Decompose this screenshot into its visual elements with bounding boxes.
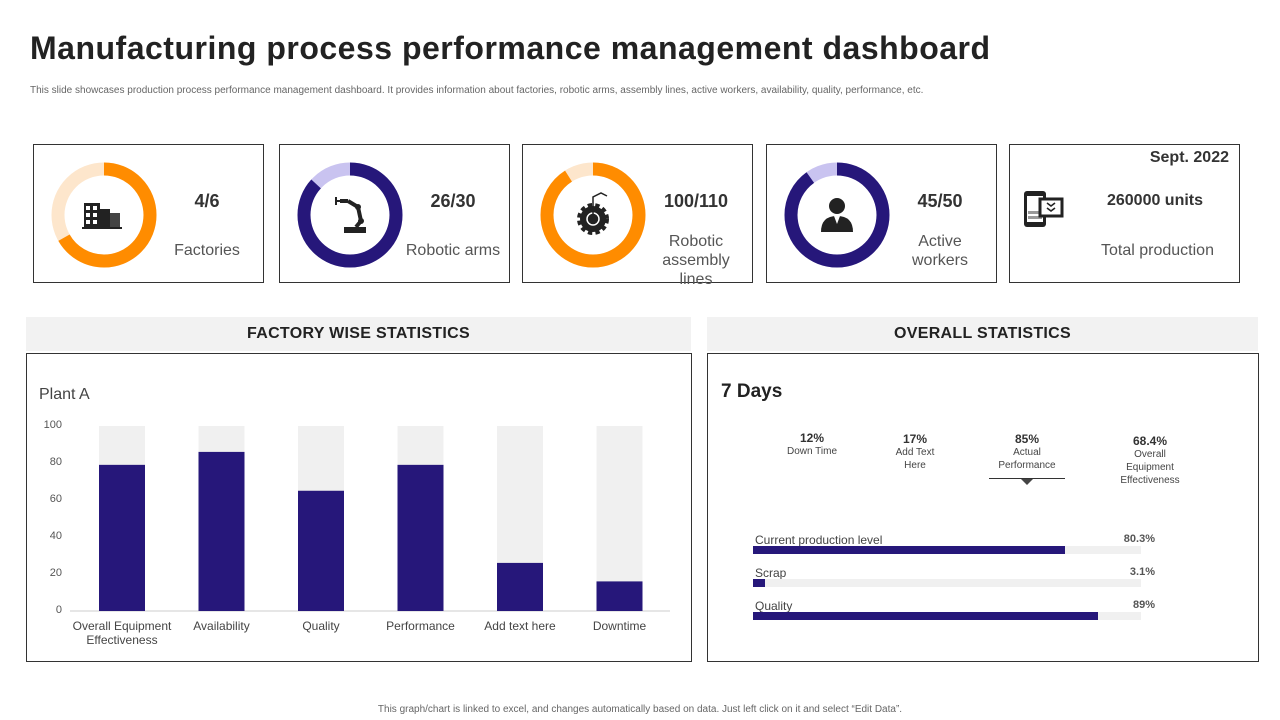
y-tick-label: 20 (49, 567, 62, 579)
progress-fill (753, 612, 1099, 620)
kpi-value: 4/6 (194, 191, 220, 211)
kpi-label: Robotic assembly lines (662, 233, 730, 288)
stat-label: Down Time (786, 446, 837, 457)
active-stat-underline (989, 478, 1065, 479)
kpi-card-1: 26/30 Robotic arms (279, 144, 510, 283)
bar-1 (198, 451, 245, 611)
progress-value: 80.3% (1123, 533, 1155, 545)
kpi-card-2: 100/110 Robotic assembly lines (522, 144, 753, 288)
bar-2 (298, 490, 344, 611)
gear-robot-icon (577, 192, 609, 235)
stat-item: 12% Down Time (757, 432, 867, 458)
tablet-download-icon (1024, 191, 1064, 227)
y-tick-label: 100 (43, 419, 62, 431)
stat-value: 12% (799, 431, 825, 445)
kpi-card-3: 45/50 Active workers (766, 144, 997, 283)
kpi-label: Factories (174, 242, 240, 259)
factory-section-header: FACTORY WISE STATISTICS (26, 317, 691, 351)
kpi-donut (297, 162, 403, 268)
production-value: 260000 units (1106, 192, 1204, 209)
kpi-donut (540, 162, 646, 268)
stat-item: 68.4% Overall Equipment Effectiveness (1095, 435, 1205, 487)
progress-fill (753, 546, 1065, 554)
stat-value: 68.4% (1132, 434, 1168, 448)
bar-3 (397, 464, 444, 611)
x-tick-label: Add text here (484, 619, 556, 633)
overall-section-header: OVERALL STATISTICS (707, 317, 1258, 351)
active-stat-pointer-icon (1021, 479, 1033, 485)
stat-item: 85% Actual Performance (972, 433, 1082, 472)
stat-item: 17% Add Text Here (860, 433, 970, 472)
factory-building-icon (82, 203, 122, 229)
footer-note: This graph/chart is linked to excel, and… (377, 704, 903, 715)
worker-icon (821, 198, 853, 232)
progress-label: Scrap (755, 566, 787, 580)
bar-background (596, 426, 643, 611)
stat-value: 17% (902, 432, 928, 446)
kpi-donut (784, 162, 890, 268)
kpi-value: 26/30 (430, 191, 476, 211)
progress-track (753, 579, 1141, 587)
progress-label: Current production level (755, 533, 883, 547)
page-title: Manufacturing process performance manage… (30, 30, 991, 66)
kpi-value: 45/50 (917, 191, 963, 211)
kpi-label: Active workers (911, 233, 968, 269)
stat-label: Add Text Here (895, 447, 935, 471)
progress-label: Quality (755, 599, 793, 613)
progress-track (753, 546, 1141, 554)
stat-label: Overall Equipment Effectiveness (1120, 449, 1180, 486)
production-period: Sept. 2022 (1149, 149, 1229, 166)
y-tick-label: 80 (49, 456, 62, 468)
x-tick-label: Quality (302, 619, 340, 633)
x-tick-label: Performance (386, 619, 455, 633)
kpi-label: Robotic arms (405, 242, 501, 259)
x-tick-label: Availability (193, 619, 250, 633)
stat-value: 85% (1014, 432, 1040, 446)
progress-value: 89% (1132, 599, 1155, 611)
robotic-arm-icon (335, 197, 366, 233)
stat-label: Actual Performance (998, 447, 1056, 471)
progress-value: 3.1% (1129, 566, 1155, 578)
x-tick-label: Downtime (592, 619, 647, 633)
bar-5 (596, 581, 643, 611)
overall-stats-panel: 7 Days (707, 353, 1259, 662)
kpi-donut (51, 162, 157, 268)
production-label: Total production (1101, 242, 1214, 259)
period-label: 7 Days (721, 381, 783, 402)
bar-4 (497, 562, 543, 611)
y-tick-label: 0 (55, 604, 62, 616)
bar-0 (99, 464, 145, 611)
y-tick-label: 60 (49, 493, 62, 505)
page-subtitle: This slide showcases production process … (30, 85, 924, 96)
kpi-value: 100/110 (663, 191, 729, 211)
chart-title: Plant A (39, 386, 90, 403)
progress-track (753, 612, 1141, 620)
progress-fill (753, 579, 766, 587)
x-tick-label: Overall Equipment Effectiveness (72, 619, 172, 647)
kpi-card-0: 4/6 Factories (33, 144, 264, 283)
bar-chart (70, 426, 670, 612)
y-tick-label: 40 (49, 530, 62, 542)
kpi-card-total-production: Sept. 2022 260000 units Total production (1009, 144, 1240, 283)
